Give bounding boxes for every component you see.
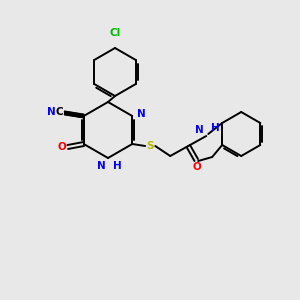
Text: Cl: Cl: [110, 28, 121, 38]
Text: N: N: [196, 125, 204, 135]
Text: S: S: [146, 141, 154, 151]
Text: N: N: [97, 161, 106, 171]
Text: O: O: [57, 142, 66, 152]
Text: H: H: [211, 123, 220, 133]
Text: C: C: [55, 107, 63, 117]
Text: O: O: [193, 162, 202, 172]
Text: N: N: [137, 109, 146, 119]
Text: N: N: [47, 107, 56, 117]
Text: H: H: [113, 161, 122, 171]
